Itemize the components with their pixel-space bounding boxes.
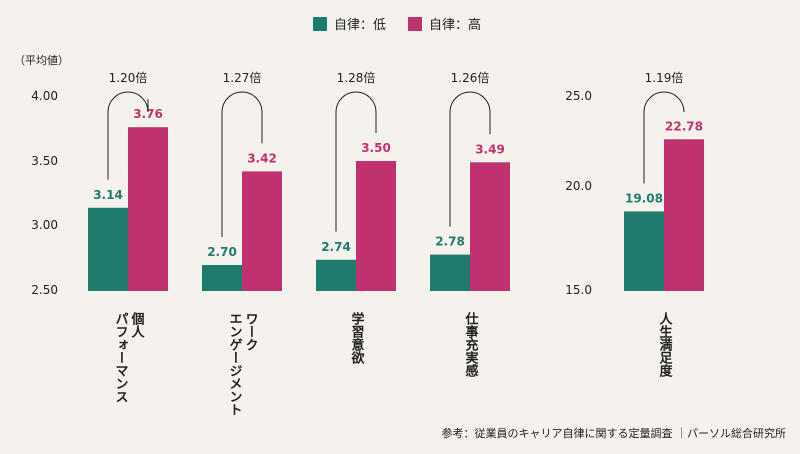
y-tick-label: 15.0 — [565, 283, 592, 297]
ratio-bracket — [335, 91, 377, 232]
category-label: パフォーマンス — [113, 312, 129, 403]
y-tick-label: 3.00 — [31, 218, 58, 232]
ratio-bracket — [107, 91, 149, 180]
legend: 自律：低 自律：高 — [313, 17, 481, 33]
value-label: 3.76 — [133, 107, 163, 121]
bar-low — [624, 211, 664, 291]
bar-high — [470, 162, 510, 291]
ratio-label: 1.20倍 — [109, 70, 148, 85]
bar-low — [316, 259, 356, 291]
category-label: エンゲージメント — [227, 312, 243, 416]
value-label: 3.14 — [93, 188, 123, 202]
ratio-label: 1.19倍 — [645, 70, 684, 85]
y-tick-label: 3.50 — [31, 154, 58, 168]
legend-swatch-low — [313, 17, 327, 31]
ratio-bracket — [643, 91, 685, 184]
value-label: 3.49 — [475, 142, 505, 156]
bar-low — [88, 207, 128, 291]
y-tick-label: 2.50 — [31, 283, 58, 297]
value-label: 2.78 — [435, 235, 465, 249]
ratio-bracket — [449, 91, 491, 227]
category-label: ワーク — [243, 312, 259, 351]
value-label: 19.08 — [625, 191, 663, 205]
value-label: 22.78 — [665, 119, 703, 133]
value-label: 2.70 — [207, 245, 237, 259]
category-label: 個人 — [129, 311, 146, 338]
ratio-label: 1.27倍 — [223, 70, 262, 85]
ratio-bracket — [221, 91, 263, 237]
legend-swatch-high — [408, 17, 422, 31]
bar-high — [356, 161, 396, 291]
value-label: 2.74 — [321, 240, 351, 254]
bar-low — [202, 265, 242, 291]
bar-high — [128, 127, 168, 291]
ratio-label: 1.26倍 — [451, 70, 490, 85]
bar-low — [430, 254, 470, 291]
legend-label-high: 自律：高 — [429, 17, 481, 33]
y-axis-panel-1: 4.00 3.50 3.00 2.50 — [31, 89, 58, 297]
y-tick-label: 4.00 — [31, 89, 58, 103]
source-note: 参考：従業員のキャリア自律に関する定量調査 ｜パーソル総合研究所 — [442, 426, 787, 440]
category-label: 人生満足度 — [657, 311, 673, 378]
bar-high — [664, 139, 704, 291]
y-tick-label: 20.0 — [565, 179, 592, 193]
unit-label: （平均値） — [14, 54, 69, 67]
category-label: 仕事充実感 — [463, 311, 480, 378]
value-label: 3.42 — [247, 151, 277, 165]
ratio-label: 1.28倍 — [337, 70, 376, 85]
bar-high — [242, 171, 282, 291]
value-label: 3.50 — [361, 141, 391, 155]
y-tick-label: 25.0 — [565, 89, 592, 103]
category-label: 学習意欲 — [349, 311, 366, 365]
legend-label-low: 自律：低 — [334, 18, 386, 33]
y-axis-panel-2: 25.0 20.0 15.0 — [565, 89, 592, 297]
